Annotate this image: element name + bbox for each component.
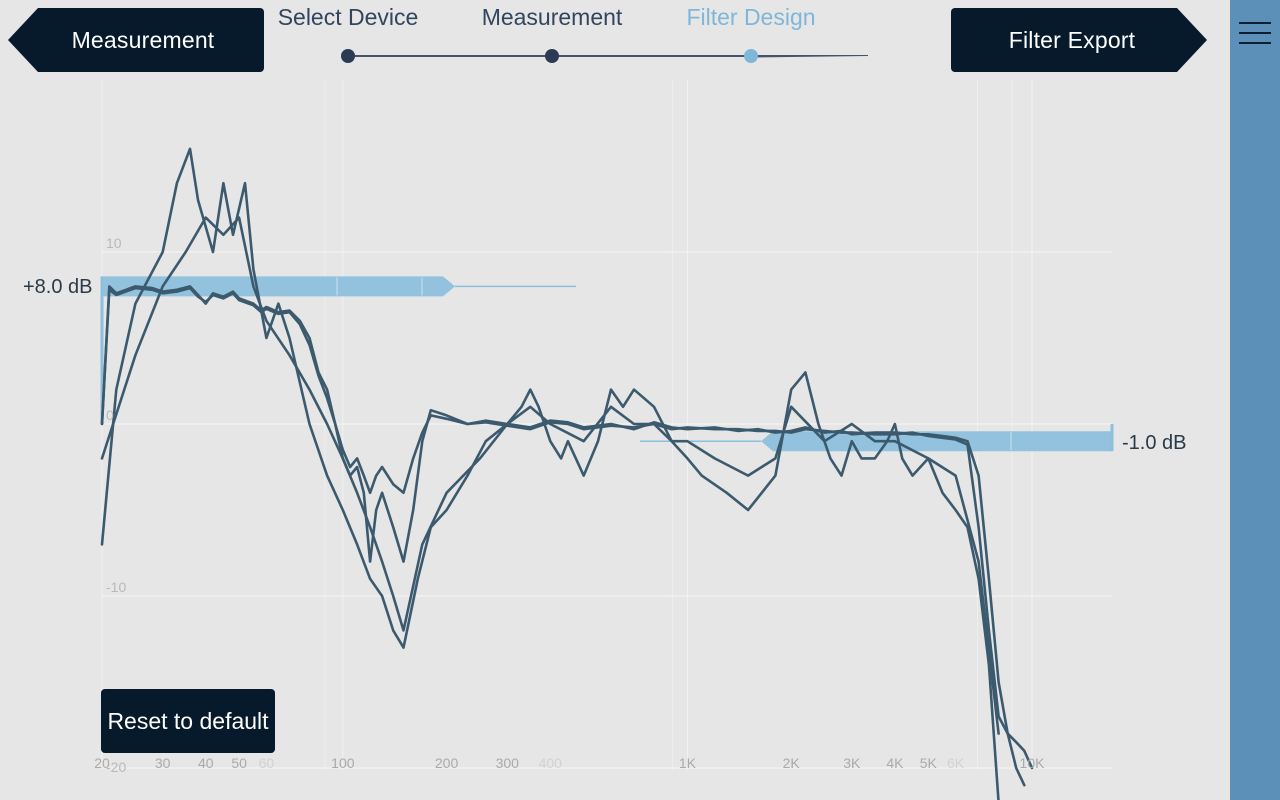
right-sidebar: [1230, 0, 1280, 800]
next-filter-export-button[interactable]: Filter Export: [951, 8, 1207, 72]
x-tick-label: 40: [198, 755, 214, 771]
step-select-device[interactable]: Select Device: [277, 4, 419, 30]
y-tick-label: 0: [106, 407, 114, 423]
corrected-response-curve: [100, 147, 1000, 800]
x-tick-label: 200: [435, 755, 459, 771]
step-dot-select-device[interactable]: [341, 49, 355, 63]
high-shelf-gain-handle[interactable]: [761, 431, 1112, 452]
shelf-filter-handles[interactable]: [100, 276, 1114, 452]
x-tick-label: 6K: [947, 755, 965, 771]
high-shelf-gain-label: -1.0 dB: [1122, 432, 1187, 454]
reset-to-default-button[interactable]: Reset to default: [101, 689, 275, 753]
x-tick-label: 100: [331, 755, 355, 771]
step-track-tail: [751, 55, 868, 58]
hamburger-menu-icon[interactable]: [1239, 20, 1271, 46]
x-tick-label: 4K: [886, 755, 904, 771]
y-tick-label: -10: [106, 579, 126, 595]
step-measurement[interactable]: Measurement: [481, 4, 623, 30]
corrected-response-curve: [100, 285, 1026, 787]
x-tick-label: 3K: [843, 755, 861, 771]
corrected-response-curve: [100, 216, 1000, 735]
y-tick-label: -20: [106, 759, 126, 775]
corrected-curves: [100, 147, 1034, 800]
x-tick-label: 300: [496, 755, 520, 771]
x-tick-label: 50: [231, 755, 247, 771]
x-tick-label: 30: [155, 755, 171, 771]
x-tick-label: 400: [539, 755, 563, 771]
menu-icon-bar: [1239, 42, 1271, 44]
low-shelf-gain-label: +8.0 dB: [23, 276, 93, 298]
step-dot-filter-design[interactable]: [744, 49, 758, 63]
x-tick-label: 20: [94, 755, 110, 771]
x-tick-label: 10K: [1020, 755, 1046, 771]
menu-icon-bar: [1239, 32, 1271, 34]
step-progress-track: [341, 49, 868, 63]
low-shelf-gain-handle[interactable]: [102, 276, 455, 297]
x-tick-label: 60: [259, 755, 275, 771]
back-button-label: Measurement: [71, 26, 215, 53]
menu-icon-bar: [1239, 22, 1271, 24]
back-measurement-button[interactable]: Measurement: [8, 8, 264, 72]
step-filter-design[interactable]: Filter Design: [686, 4, 816, 30]
y-tick-label: 10: [106, 235, 122, 251]
x-tick-label: 1K: [679, 755, 697, 771]
reset-button-label: Reset to default: [107, 707, 269, 734]
x-tick-label: 2K: [783, 755, 801, 771]
corrected-response-curve: [100, 286, 1034, 770]
next-button-label: Filter Export: [1008, 26, 1136, 53]
step-dot-measurement[interactable]: [545, 49, 559, 63]
x-tick-label: 5K: [920, 755, 938, 771]
chart-grid: [101, 80, 1112, 770]
